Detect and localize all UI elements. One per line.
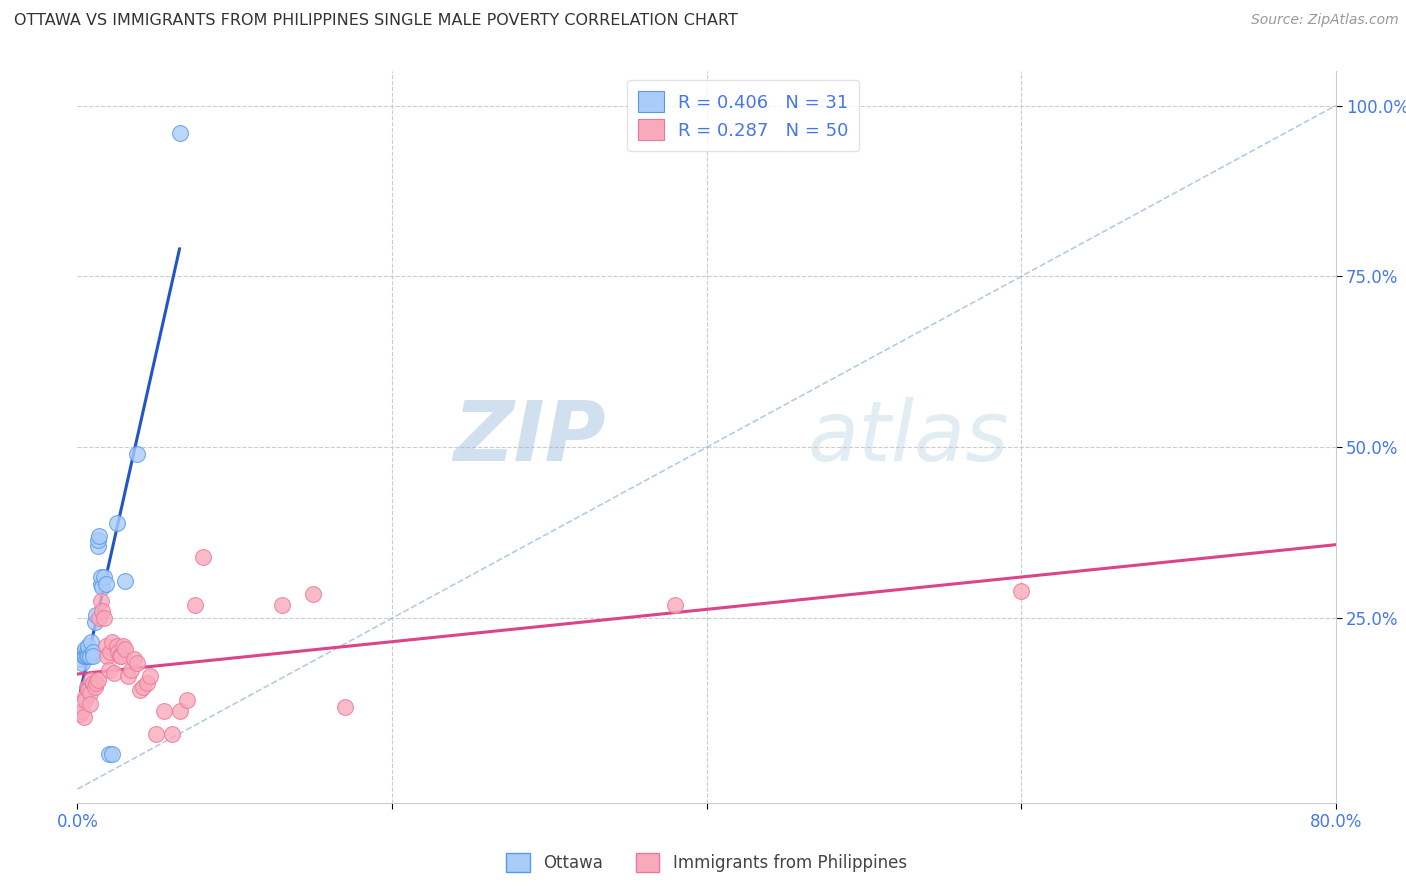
Point	[90, 594, 112, 608]
Point	[70, 656, 93, 670]
Point	[97, 663, 120, 677]
Point	[90, 570, 112, 584]
Point	[82, 648, 104, 663]
Point	[127, 447, 149, 461]
Point	[83, 615, 105, 629]
Point	[333, 700, 356, 714]
Point	[91, 581, 114, 595]
Point	[101, 635, 124, 649]
Point	[117, 669, 139, 683]
Point	[80, 673, 103, 687]
Point	[114, 574, 136, 588]
Point	[89, 529, 111, 543]
Point	[94, 577, 117, 591]
Point	[120, 663, 142, 677]
Point	[75, 642, 97, 657]
Point	[69, 652, 91, 666]
Point	[169, 126, 191, 140]
Point	[153, 704, 176, 718]
Point	[135, 676, 157, 690]
Point	[270, 598, 292, 612]
Point	[82, 645, 104, 659]
Text: atlas: atlas	[807, 397, 1010, 477]
Point	[87, 533, 110, 547]
Point	[97, 747, 120, 761]
Point	[145, 727, 167, 741]
Point	[82, 676, 104, 690]
Point	[80, 635, 103, 649]
Point	[96, 648, 118, 663]
Point	[79, 648, 101, 663]
Point	[176, 693, 198, 707]
Point	[89, 611, 111, 625]
Point	[110, 648, 132, 663]
Point	[69, 706, 91, 721]
Point	[79, 697, 101, 711]
Point	[87, 673, 110, 687]
Point	[101, 747, 124, 761]
Text: ZIP: ZIP	[453, 397, 606, 477]
Point	[160, 727, 183, 741]
Point	[184, 598, 207, 612]
Text: Source: ZipAtlas.com: Source: ZipAtlas.com	[1251, 13, 1399, 28]
Point	[132, 680, 155, 694]
Point	[84, 676, 107, 690]
Point	[98, 645, 121, 659]
Point	[84, 607, 107, 622]
Text: OTTAWA VS IMMIGRANTS FROM PHILIPPINES SINGLE MALE POVERTY CORRELATION CHART: OTTAWA VS IMMIGRANTS FROM PHILIPPINES SI…	[14, 13, 738, 29]
Point	[79, 648, 101, 663]
Point	[79, 686, 101, 700]
Point	[70, 704, 93, 718]
Point	[76, 648, 98, 663]
Point	[1010, 583, 1032, 598]
Point	[87, 540, 110, 554]
Point	[105, 639, 128, 653]
Point	[107, 645, 129, 659]
Legend: Ottawa, Immigrants from Philippines: Ottawa, Immigrants from Philippines	[499, 846, 914, 879]
Point	[72, 648, 94, 663]
Point	[76, 680, 98, 694]
Point	[105, 516, 128, 530]
Point	[72, 710, 94, 724]
Point	[93, 611, 115, 625]
Point	[77, 639, 100, 653]
Point	[77, 648, 100, 663]
Point	[191, 549, 215, 564]
Point	[108, 648, 131, 663]
Point	[76, 645, 98, 659]
Point	[93, 570, 115, 584]
Point	[75, 648, 97, 663]
Point	[90, 577, 112, 591]
Point	[138, 669, 160, 683]
Point	[72, 645, 94, 659]
Point	[122, 652, 145, 666]
Point	[129, 683, 152, 698]
Point	[302, 587, 325, 601]
Point	[114, 642, 136, 657]
Point	[664, 598, 686, 612]
Point	[94, 639, 117, 653]
Point	[75, 690, 97, 704]
Point	[127, 656, 149, 670]
Point	[83, 680, 105, 694]
Point	[91, 604, 114, 618]
Point	[111, 639, 134, 653]
Point	[75, 693, 97, 707]
Point	[169, 704, 191, 718]
Point	[103, 665, 125, 680]
Point	[77, 683, 100, 698]
